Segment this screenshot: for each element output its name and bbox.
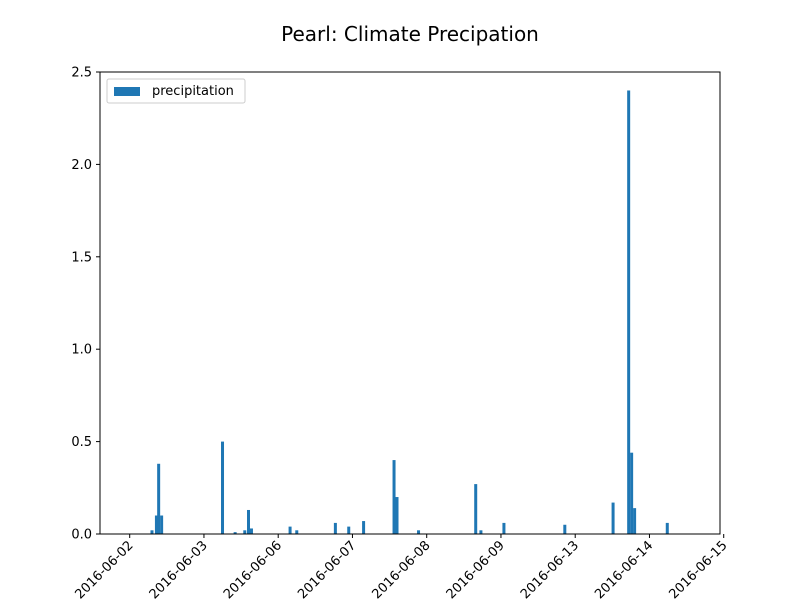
x-tick-label: 2016-06-13 [518,538,582,600]
bar [563,524,567,534]
bar [611,502,615,534]
x-tick-label: 2016-06-06 [221,538,285,600]
bar [160,515,164,534]
bar [221,441,225,534]
y-tick-label: 0.0 [71,528,92,543]
y-tick-label: 1.5 [71,250,92,265]
x-axis: 2016-06-02 2016-06-03 2016-06-06 2016-06-07… [72,534,731,600]
legend-box [106,78,246,104]
bar [347,526,351,534]
bar [474,484,478,534]
x-tick-label: 2016-06-03 [147,538,211,600]
bar [395,497,399,534]
bar [247,509,250,534]
bar [243,530,247,534]
bar [392,460,396,534]
x-tick-label: 2016-06-08 [369,538,433,600]
chart-title: Pearl: Climate Precipation [281,22,539,46]
bar [150,530,154,534]
x-tick-label: 2016-06-07 [295,538,359,600]
x-tick-label: 2016-06-09 [444,538,508,600]
x-tick-label: 2016-06-15 [667,538,731,600]
x-tick-label: 2016-06-14 [592,538,656,600]
legend-label: precipitation [152,84,234,99]
y-axis: 0.0 0.5 1.0 1.5 2.0 2.5 [71,66,100,543]
bar [295,530,299,534]
x-tick-label: 2016-06-02 [72,538,136,600]
bars [150,90,669,534]
bar [362,521,366,534]
bar [479,530,483,534]
bar [288,526,292,534]
bar [627,90,631,534]
bar [630,452,634,534]
bar [249,528,253,534]
y-tick-label: 1.0 [71,343,92,358]
y-tick-label: 0.5 [71,435,92,450]
bar [157,463,161,534]
bar [233,532,237,534]
bar [633,508,637,534]
bar [665,522,669,534]
bar [154,515,158,534]
bar [502,522,506,534]
bar [417,530,421,534]
legend-swatch [114,87,140,96]
plot-frame [99,71,721,535]
bar [333,522,337,534]
legend: precipitation [106,78,246,104]
y-tick-label: 2.5 [71,66,92,81]
y-tick-label: 2.0 [71,158,92,173]
